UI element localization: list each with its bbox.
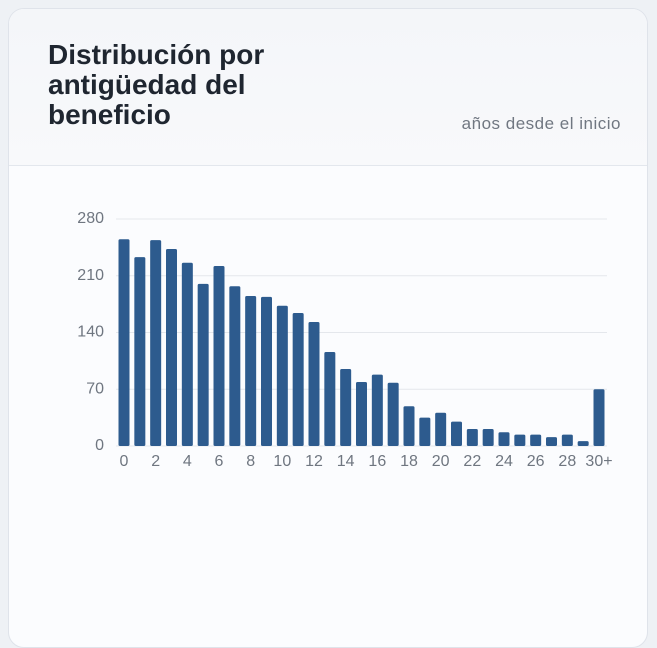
bar — [134, 257, 146, 446]
bar — [245, 296, 257, 446]
y-tick-label: 70 — [86, 380, 104, 397]
bar — [530, 434, 542, 446]
y-tick-label: 210 — [77, 267, 104, 284]
bar — [577, 441, 589, 446]
x-tick-label: 24 — [495, 453, 513, 470]
bar — [292, 313, 304, 446]
card-header: Distribución por antigüedad del benefici… — [9, 9, 647, 166]
bar — [593, 389, 605, 446]
y-tick-label: 280 — [77, 210, 104, 227]
x-tick-label: 16 — [368, 453, 386, 470]
bar — [197, 283, 209, 446]
bar — [514, 434, 526, 446]
bar — [371, 374, 383, 446]
x-tick-label: 8 — [246, 453, 255, 470]
x-tick-label: 22 — [463, 453, 481, 470]
x-tick-label: 18 — [400, 453, 418, 470]
x-tick-label: 4 — [183, 453, 192, 470]
x-tick-label: 12 — [305, 453, 323, 470]
x-tick-label: 30+ — [585, 453, 612, 470]
x-tick-label: 14 — [337, 453, 355, 470]
bar — [213, 266, 225, 446]
bar — [166, 248, 177, 446]
bar — [387, 382, 399, 446]
x-tick-label: 28 — [558, 453, 576, 470]
bar — [482, 428, 494, 446]
bar — [118, 239, 130, 446]
bar — [276, 305, 288, 446]
bar — [340, 368, 352, 446]
bar — [546, 437, 557, 446]
card: Distribución por antigüedad del benefici… — [8, 8, 648, 648]
x-tick-label: 20 — [432, 453, 450, 470]
bar — [561, 434, 573, 446]
bar — [435, 412, 447, 446]
y-tick-label: 140 — [77, 324, 104, 341]
bar — [466, 428, 478, 446]
y-tick-label: 0 — [95, 437, 104, 454]
chart-subtitle: años desde el inicio — [461, 114, 621, 133]
x-tick-label: 26 — [527, 453, 545, 470]
bar — [451, 421, 462, 446]
bar — [308, 321, 320, 446]
x-tick-label: 2 — [151, 453, 160, 470]
bar — [356, 381, 367, 446]
bar — [261, 296, 272, 446]
chart-title: Distribución por antigüedad del benefici… — [48, 39, 265, 130]
bar — [324, 351, 336, 446]
bar — [498, 432, 510, 446]
bar — [403, 406, 415, 446]
bar — [419, 417, 431, 446]
x-tick-label: 0 — [120, 453, 129, 470]
x-tick-label: 6 — [215, 453, 224, 470]
bar — [150, 240, 162, 446]
x-tick-label: 10 — [273, 453, 291, 470]
bar — [181, 262, 193, 446]
bar — [229, 286, 241, 446]
